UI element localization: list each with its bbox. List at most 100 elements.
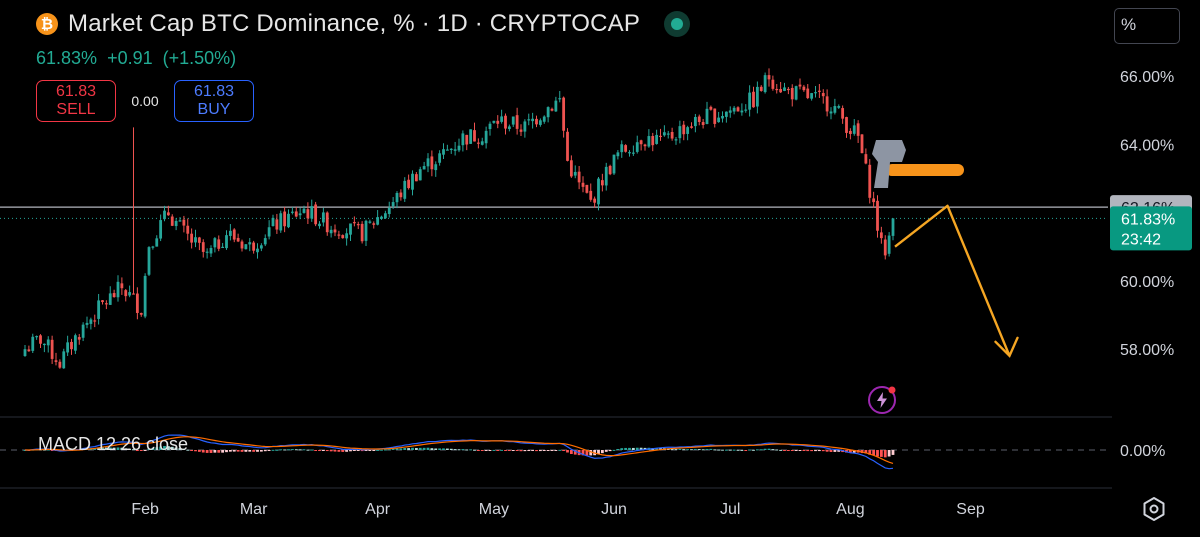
macd-bar xyxy=(252,450,256,452)
candle-body xyxy=(81,324,85,338)
candle-body xyxy=(655,134,659,144)
candle-body xyxy=(221,246,225,249)
candle-body xyxy=(77,337,81,340)
sell-label: SELL xyxy=(56,101,96,118)
candle-body xyxy=(480,141,484,145)
candle-body xyxy=(581,182,585,187)
macd-bar xyxy=(333,450,337,452)
settings-gear-icon[interactable] xyxy=(1140,495,1168,523)
candle-body xyxy=(589,190,593,200)
macd-bar xyxy=(469,449,473,451)
unit-toggle-button[interactable]: % xyxy=(1114,8,1180,44)
candle-body xyxy=(395,192,399,203)
macd-bar xyxy=(542,450,546,451)
hammer-icon xyxy=(872,140,964,188)
candle-body xyxy=(197,237,201,243)
macd-bar xyxy=(674,449,678,451)
candle-body xyxy=(713,108,717,124)
candle-body xyxy=(341,235,345,239)
candle-body xyxy=(674,139,678,141)
macd-bar xyxy=(178,447,182,450)
candle-body xyxy=(54,360,58,362)
sell-button[interactable]: 61.83 SELL xyxy=(36,80,116,122)
macd-bar xyxy=(124,448,128,450)
candle-body xyxy=(279,213,283,231)
candle-body xyxy=(546,107,550,118)
macd-bar xyxy=(639,447,643,450)
candle-body xyxy=(50,339,54,359)
candle-body xyxy=(562,97,566,131)
candle-body xyxy=(252,242,256,251)
macd-bar xyxy=(864,450,868,454)
candle-body xyxy=(631,152,635,154)
candle-body xyxy=(662,132,666,136)
macd-bar xyxy=(748,449,752,451)
macd-bar xyxy=(690,449,693,451)
candle-body xyxy=(159,220,163,239)
macd-bar xyxy=(414,447,418,450)
candle-body xyxy=(135,293,139,313)
macd-bar xyxy=(783,450,786,451)
candle-body xyxy=(643,144,647,147)
candle-body xyxy=(275,219,279,230)
macd-bar xyxy=(298,449,302,451)
candle-body xyxy=(345,233,349,239)
buy-button[interactable]: 61.83 BUY xyxy=(174,80,254,122)
candle-body xyxy=(767,75,771,80)
market-status-icon[interactable] xyxy=(664,11,691,37)
macd-bar xyxy=(209,450,213,453)
macd-bar xyxy=(236,450,240,452)
macd-bar xyxy=(259,450,263,452)
x-tick-label: Apr xyxy=(365,501,391,518)
candle-body xyxy=(763,75,767,93)
candle-body xyxy=(724,111,728,117)
macd-bar xyxy=(507,450,511,451)
macd-indicator-label[interactable]: MACD 12 26 close xyxy=(38,434,189,454)
candle-body xyxy=(391,202,395,207)
candle-body xyxy=(256,248,259,253)
macd-bar xyxy=(887,450,891,457)
macd-bar xyxy=(399,448,403,450)
candle-body xyxy=(116,281,120,298)
buy-label: BUY xyxy=(197,101,231,118)
macd-bar xyxy=(562,450,566,451)
macd-bar xyxy=(445,448,449,450)
x-tick-label: May xyxy=(479,501,509,518)
x-tick-label: Aug xyxy=(836,501,864,518)
symbol-title[interactable]: Market Cap BTC Dominance, % · 1D · CRYPT… xyxy=(68,10,641,37)
macd-bar xyxy=(628,447,631,450)
macd-bar xyxy=(93,448,97,450)
candle-body xyxy=(364,220,368,241)
candle-body xyxy=(321,212,325,223)
candle-body xyxy=(883,239,887,256)
candle-body xyxy=(523,121,527,132)
macd-bar xyxy=(143,450,147,451)
candle-body xyxy=(143,275,147,317)
macd-bar xyxy=(581,450,585,456)
macd-bar xyxy=(724,449,728,451)
macd-bar xyxy=(430,448,434,450)
macd-bar xyxy=(515,450,519,451)
candle-body xyxy=(484,130,488,144)
candle-body xyxy=(89,319,93,324)
candle-body xyxy=(228,230,232,236)
signal-line xyxy=(24,436,894,464)
flash-alert-icon[interactable] xyxy=(866,384,898,416)
macd-bar xyxy=(418,447,422,450)
macd-bar xyxy=(345,450,349,452)
macd-bar xyxy=(802,450,806,451)
candle-body xyxy=(515,115,519,129)
candle-body xyxy=(263,238,267,245)
candle-body xyxy=(806,88,810,99)
macd-bar xyxy=(190,450,194,451)
candle-body xyxy=(651,136,655,146)
bitcoin-icon: ₿ xyxy=(36,13,58,35)
x-tick-label: Feb xyxy=(131,501,159,518)
macd-bar xyxy=(511,450,515,451)
macd-bar xyxy=(670,448,674,450)
macd-bar xyxy=(779,449,783,451)
candle-body xyxy=(612,154,616,174)
quote-line: 61.83% +0.91 (+1.50%) xyxy=(36,48,236,69)
